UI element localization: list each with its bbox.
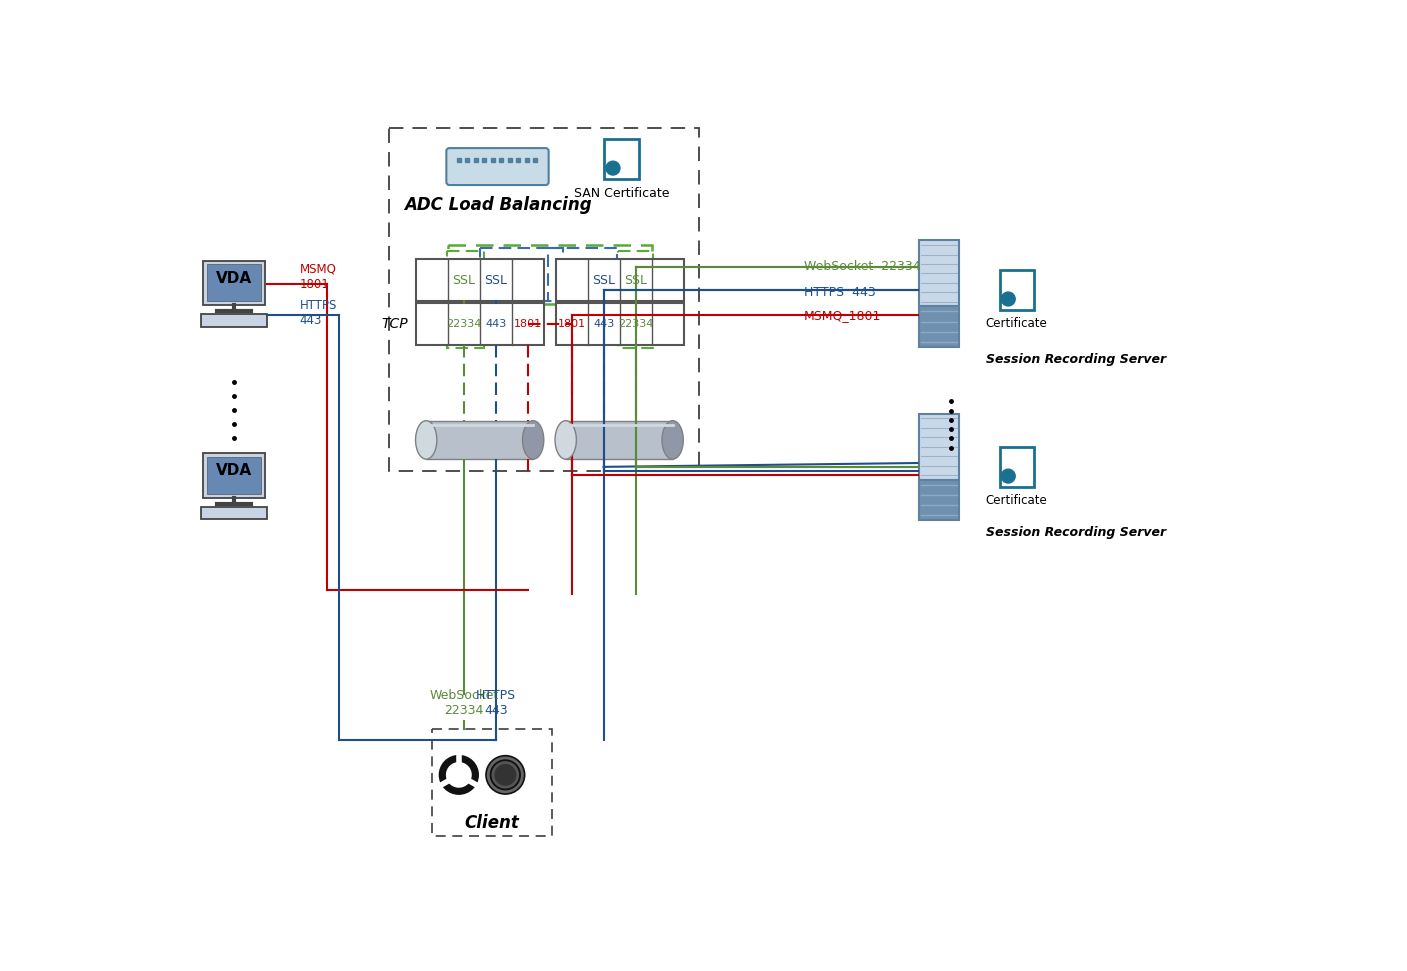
Text: 22334: 22334 — [618, 319, 653, 329]
Bar — [447, 245, 651, 304]
Bar — [556, 259, 684, 301]
Bar — [201, 315, 266, 326]
Bar — [919, 414, 960, 480]
Bar — [919, 480, 960, 520]
Text: WebSocket
22334: WebSocket 22334 — [429, 689, 498, 718]
Text: VDA: VDA — [215, 463, 252, 479]
Text: HTTPS  443: HTTPS 443 — [803, 285, 875, 298]
Circle shape — [606, 161, 620, 175]
Text: 443: 443 — [592, 319, 615, 329]
Text: TCP: TCP — [381, 318, 408, 331]
Text: SAN Certificate: SAN Certificate — [574, 187, 670, 200]
Text: Session Recording Server: Session Recording Server — [986, 352, 1166, 365]
Bar — [1000, 447, 1034, 486]
Bar — [566, 420, 673, 459]
Circle shape — [485, 754, 525, 795]
Ellipse shape — [554, 420, 577, 459]
Text: 1801: 1801 — [514, 319, 542, 329]
Bar — [547, 249, 618, 301]
Bar — [201, 507, 266, 519]
Bar — [919, 307, 960, 347]
FancyBboxPatch shape — [446, 149, 549, 185]
Ellipse shape — [522, 420, 545, 459]
Text: Session Recording Server: Session Recording Server — [986, 526, 1166, 539]
Text: VDA: VDA — [215, 271, 252, 285]
Text: 443: 443 — [485, 319, 507, 329]
Ellipse shape — [415, 420, 436, 459]
Bar — [618, 251, 653, 348]
Text: 22334: 22334 — [446, 319, 481, 329]
Circle shape — [439, 754, 478, 795]
Bar — [556, 303, 684, 346]
Text: Certificate: Certificate — [986, 318, 1048, 330]
Text: ADC Load Balancing: ADC Load Balancing — [404, 196, 591, 214]
Bar — [416, 303, 545, 346]
Bar — [207, 457, 262, 494]
Text: HTTPS
443: HTTPS 443 — [300, 299, 338, 327]
Text: Certificate: Certificate — [986, 494, 1048, 507]
Bar — [605, 139, 639, 179]
Ellipse shape — [663, 420, 684, 459]
Text: Client: Client — [464, 814, 519, 831]
Text: 1801: 1801 — [557, 319, 585, 329]
Bar — [203, 453, 265, 498]
Bar — [388, 128, 699, 471]
Text: SSL: SSL — [484, 274, 508, 286]
Circle shape — [447, 764, 470, 786]
Bar — [416, 259, 545, 301]
Circle shape — [1002, 292, 1016, 306]
Bar — [1000, 270, 1034, 310]
Bar — [480, 249, 563, 301]
Text: MSMQ_1801: MSMQ_1801 — [803, 309, 881, 321]
Text: WebSocket  22334: WebSocket 22334 — [803, 260, 920, 273]
Text: HTTPS
443: HTTPS 443 — [476, 689, 516, 718]
Text: MSMQ
1801: MSMQ 1801 — [300, 263, 336, 290]
Bar — [432, 728, 552, 836]
Bar — [203, 260, 265, 305]
Bar — [207, 264, 262, 301]
Text: SSL: SSL — [453, 274, 476, 286]
Text: SSL: SSL — [592, 274, 615, 286]
Bar — [426, 420, 533, 459]
Circle shape — [1002, 469, 1016, 483]
Circle shape — [492, 762, 518, 787]
Bar — [919, 241, 960, 307]
Text: SSL: SSL — [625, 274, 647, 286]
Bar — [447, 251, 484, 348]
